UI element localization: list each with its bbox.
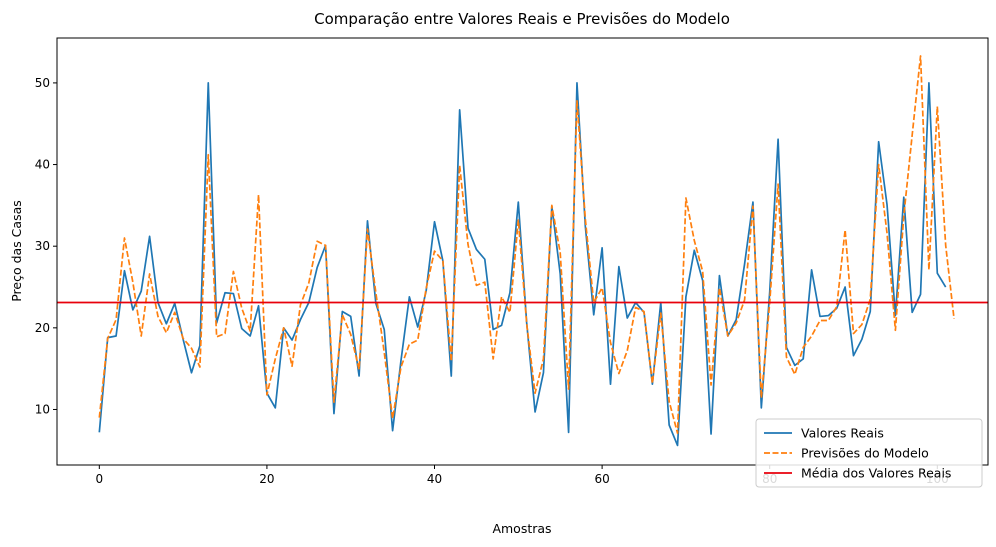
y-tick-label: 50: [35, 76, 50, 90]
plot-area: [56, 37, 989, 466]
x-axis-title: Amostras: [492, 521, 551, 536]
legend-label: Valores Reais: [801, 426, 884, 441]
x-tick-label: 40: [427, 472, 442, 486]
y-axis-title: Preço das Casas: [9, 200, 24, 302]
series-layer: [57, 55, 988, 447]
x-tick-label: 60: [594, 472, 609, 486]
chart-title: Comparação entre Valores Reais e Previsõ…: [314, 10, 730, 28]
legend-label: Previsões do Modelo: [801, 446, 929, 461]
x-tick-label: 20: [259, 472, 274, 486]
y-tick-label: 40: [35, 158, 50, 172]
x-tick-label: 0: [95, 472, 103, 486]
plot-frame: [56, 37, 989, 466]
legend-box: [755, 418, 983, 488]
y-tick-label: 10: [35, 402, 50, 416]
legend-label: Média dos Valores Reais: [801, 466, 951, 481]
y-axis: 10 20 30 40 50: [35, 76, 57, 416]
y-tick-label: 30: [35, 239, 50, 253]
legend: Valores Reais Previsões do Modelo Média do…: [755, 418, 983, 488]
series-line-valores-reais: [98, 82, 947, 447]
y-tick-label: 20: [35, 321, 50, 335]
